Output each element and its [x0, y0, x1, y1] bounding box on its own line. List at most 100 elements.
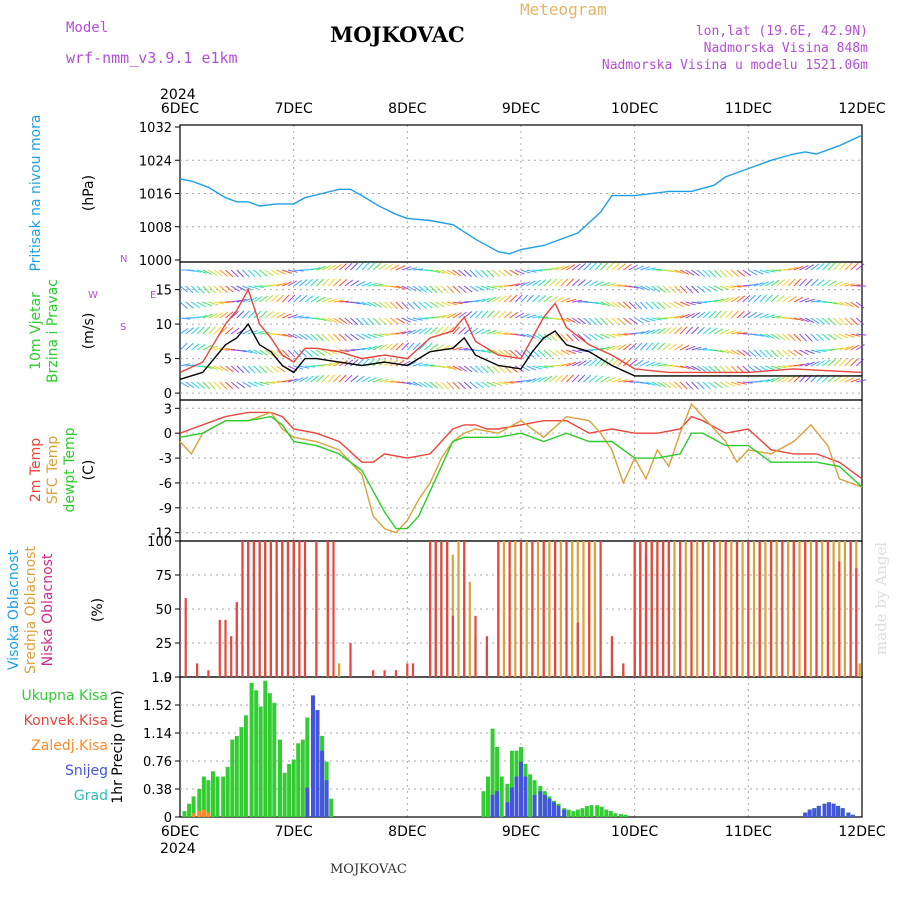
- wind-arrow: [247, 296, 258, 303]
- wind-arrow: [685, 381, 694, 390]
- wind-arrow: [242, 269, 250, 278]
- wind-arrow: [316, 278, 324, 287]
- wind-arrow: [498, 381, 509, 385]
- wind-arrow: [225, 311, 234, 319]
- wind-arrow: [827, 359, 836, 367]
- wind-arrow: [787, 296, 797, 303]
- wind-arrow: [566, 374, 574, 383]
- bar-Snijeg: [315, 710, 320, 817]
- wind-arrow: [714, 349, 725, 353]
- model-name: wrf-nmm_v3.9.1 e1km: [66, 49, 238, 67]
- wind-arrow: [844, 358, 853, 367]
- wind-arrow: [418, 317, 429, 320]
- wind-arrow: [577, 263, 586, 271]
- wind-arrow: [594, 262, 603, 271]
- wind-arrow: [179, 285, 189, 293]
- bar-Snijeg: [822, 803, 827, 817]
- wind-arrow: [179, 327, 189, 335]
- bar-Srednja-Oblacnost: [752, 541, 756, 677]
- bar-Snijeg: [320, 750, 325, 817]
- wind-arrow: [498, 332, 509, 335]
- ytick-label: 1.52: [143, 699, 172, 714]
- wind-arrow: [702, 327, 711, 335]
- wind-arrow: [543, 365, 554, 368]
- wind-arrow: [588, 359, 598, 367]
- wind-arrow: [469, 310, 478, 319]
- wind-arrow: [202, 301, 213, 307]
- wind-arrow: [481, 349, 491, 354]
- wind-arrow: [304, 333, 314, 341]
- wind-arrow: [458, 381, 466, 390]
- wind-arrow: [577, 317, 587, 325]
- series-line-speed: [179, 322, 862, 380]
- wind-arrow: [219, 269, 228, 277]
- bar-Srednja-Oblacnost: [775, 541, 778, 677]
- wind-arrow: [856, 333, 867, 336]
- wind-arrow: [412, 342, 421, 351]
- wind-arrow: [293, 377, 303, 383]
- wind-arrow: [855, 317, 865, 325]
- wind-arrow: [463, 285, 473, 293]
- wind-arrow: [708, 381, 717, 389]
- wind-arrow: [730, 269, 740, 278]
- wind-arrow: [497, 365, 506, 374]
- wind-arrow: [651, 328, 661, 335]
- bar-Niska-Oblacnost: [303, 541, 307, 677]
- wind-arrow: [628, 342, 637, 351]
- wind-arrow: [247, 269, 256, 278]
- bar-Ukupna-Kisa: [272, 702, 277, 817]
- wind-arrow: [622, 343, 632, 351]
- wind-arrow: [554, 349, 564, 356]
- wind-arrow: [321, 374, 330, 383]
- wind-arrow: [827, 280, 837, 287]
- bar-Niska-Oblacnost: [326, 541, 329, 677]
- bar-Niska-Oblacnost: [610, 636, 613, 677]
- wind-arrow: [776, 333, 786, 341]
- wind-arrow: [606, 345, 616, 351]
- wind-arrow: [838, 262, 847, 271]
- wind-arrow: [833, 262, 841, 271]
- bar-Snijeg: [495, 791, 500, 817]
- wind-arrow: [662, 343, 671, 351]
- wind-arrow: [287, 349, 296, 358]
- wind-arrow: [355, 280, 366, 287]
- wind-arrow: [810, 299, 821, 303]
- wind-arrow: [787, 266, 798, 271]
- bar-Ukupna-Kisa: [230, 739, 235, 817]
- wind-arrow: [310, 349, 319, 357]
- wind-arrow: [532, 377, 542, 383]
- bar-Niska-Oblacnost: [633, 541, 636, 677]
- bar-Niska-Oblacnost: [446, 541, 449, 677]
- wind-arrow: [338, 374, 347, 383]
- wind-arrow: [572, 349, 582, 354]
- wind-arrow: [526, 269, 537, 273]
- bar-Srednja-Oblacnost: [457, 541, 460, 677]
- wind-arrow: [827, 333, 837, 341]
- wind-arrow: [497, 310, 507, 319]
- bar-Srednja-Oblacnost: [707, 541, 710, 677]
- wind-arrow: [810, 263, 820, 271]
- precip-legend-item: Ukupna Kisa: [21, 688, 108, 704]
- wind-arrow: [384, 380, 395, 383]
- wind-arrow: [645, 361, 656, 367]
- wind-arrow: [753, 333, 764, 337]
- wind-arrow: [242, 365, 250, 374]
- wind-arrow: [202, 269, 212, 275]
- wind-arrow: [486, 285, 497, 289]
- wind-arrow: [555, 364, 566, 367]
- wind-arrow: [424, 301, 433, 309]
- wind-arrow: [367, 282, 378, 287]
- wind-arrow: [844, 333, 855, 338]
- wind-arrow: [708, 310, 717, 319]
- wind-arrow: [458, 326, 467, 335]
- wind-arrow: [765, 280, 775, 287]
- wind-arrow: [719, 329, 730, 335]
- wind-arrow: [685, 312, 695, 319]
- bar-Niska-Oblacnost: [292, 541, 295, 677]
- bar-Niska-Oblacnost: [463, 541, 466, 677]
- wind-arrow: [566, 278, 574, 287]
- ytick-label: 1.14: [143, 727, 172, 742]
- wind-arrow: [219, 301, 230, 304]
- wind-arrow: [435, 269, 446, 274]
